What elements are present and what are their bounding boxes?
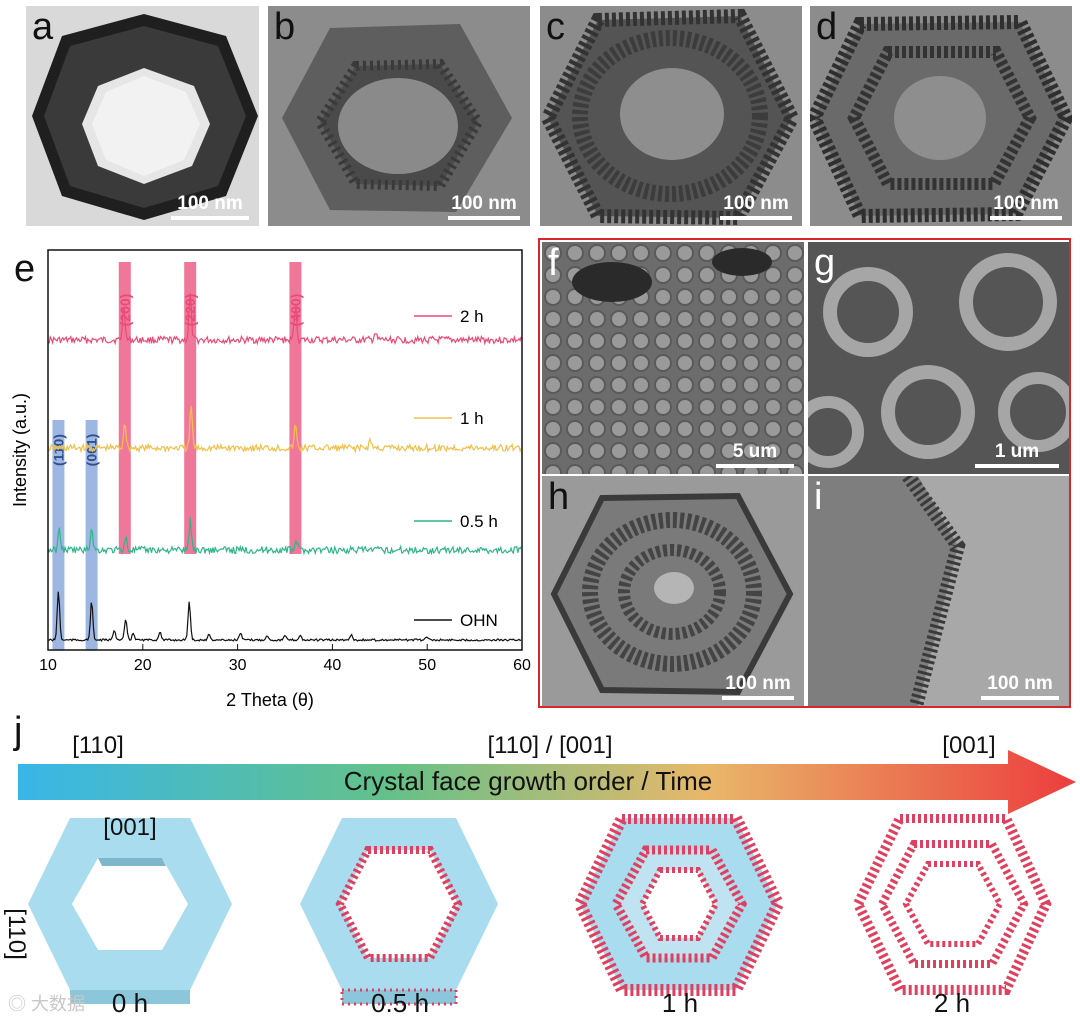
panel-a: a 100 nm [26, 6, 259, 226]
highlight-bands: (110) (001)(200) (220) (400) [50, 262, 303, 650]
panel-d: d 100 nm [810, 6, 1072, 226]
xrd-chart: (110) (001)(200) (220) (400) 10 20 30 40 50 60 2… [10, 249, 531, 710]
weibo-icon: ◎ [8, 994, 26, 1014]
scale-bar: 5 um [716, 441, 794, 468]
time-label-1h: 1 h [661, 988, 699, 1018]
series-line [47, 591, 522, 642]
x-axis-label: 2 Theta (θ) [226, 690, 314, 710]
arrow-text: Crystal face growth order / Time [343, 766, 713, 796]
scale-bar: 100 nm [171, 193, 249, 220]
series-line [47, 405, 522, 454]
panel-label-j: j [14, 710, 23, 752]
scale-bar: 100 nm [981, 673, 1059, 700]
watermark: ◎ 大数据 [8, 994, 86, 1014]
scale-bar: 1 um [975, 441, 1059, 468]
hexagon-2h [852, 814, 1052, 995]
hexagon-0h [28, 818, 232, 1004]
legend-label: 2 h [460, 307, 484, 326]
scale-bar: 100 nm [720, 193, 792, 220]
tem-image-i [808, 476, 966, 706]
highlight-band [118, 262, 131, 554]
face-label-110: [110] [3, 908, 30, 960]
sem-image-f [542, 242, 804, 474]
tem-image-c [540, 8, 800, 226]
tem-image-b [282, 24, 512, 212]
panel-label: g [814, 242, 836, 284]
hexagon-1h [573, 814, 785, 996]
panel-i: i 100 nm [808, 476, 1069, 706]
panel-f: f 5 um [542, 242, 804, 474]
sem-image-g [808, 253, 1069, 468]
panel-c: c 100 nm [540, 6, 802, 226]
x-tick-label: 60 [513, 657, 531, 674]
tem-image-d [810, 14, 1072, 224]
scale-bar: 100 nm [990, 193, 1062, 220]
x-tick-label: 40 [324, 657, 342, 674]
hexagon-0-5h [300, 818, 498, 1006]
plot-frame [47, 249, 523, 651]
x-tick-label: 10 [39, 657, 57, 674]
xrd-series [47, 293, 522, 642]
x-tick-label: 50 [418, 657, 436, 674]
panel-label: h [548, 476, 570, 518]
tem-image-a [32, 14, 258, 220]
panel-label: d [816, 6, 838, 48]
panel-label-e: e [14, 248, 36, 290]
time-label-0h: 0 h [111, 988, 149, 1018]
panel-h: h 100 nm [542, 476, 804, 706]
panel-b: b 100 nm [268, 6, 530, 226]
highlight-band [85, 420, 98, 650]
panel-label: f [548, 242, 559, 284]
scale-bar: 100 nm [448, 193, 520, 220]
panel-label: i [814, 476, 823, 518]
label-110-001: [110] / [001] [487, 732, 613, 759]
scale-bar: 100 nm [722, 673, 794, 700]
label-001-end: [001] [942, 732, 996, 759]
growth-arrow: Crystal face growth order / Time [18, 748, 1080, 818]
time-label-2h: 2 h [933, 988, 971, 1018]
legend-label: OHN [460, 611, 498, 630]
x-tick-label: 30 [229, 657, 247, 674]
panel-label: a [32, 6, 54, 48]
tem-image-h [550, 492, 794, 696]
series-line [47, 517, 522, 556]
panel-g: g 1 um [808, 242, 1069, 474]
series-labels: 2 h 1 h 0.5 h OHN [414, 307, 498, 630]
band-label: (220) [182, 294, 198, 327]
panel-label: c [546, 6, 565, 48]
x-tick-label: 20 [134, 657, 152, 674]
legend-label: 1 h [460, 409, 484, 428]
time-label-0-5h: 0.5 h [371, 988, 429, 1018]
legend-label: 0.5 h [460, 512, 498, 531]
face-label-001: [001] [103, 814, 157, 841]
panel-label: b [274, 6, 296, 48]
label-110-start: [110] [72, 732, 124, 759]
series-line [47, 293, 522, 346]
growth-scheme [28, 814, 1052, 1006]
x-ticks: 10 20 30 40 50 60 [39, 644, 531, 674]
y-axis-label: Intensity (a.u.) [10, 393, 30, 507]
sem-group-frame [538, 238, 1071, 708]
